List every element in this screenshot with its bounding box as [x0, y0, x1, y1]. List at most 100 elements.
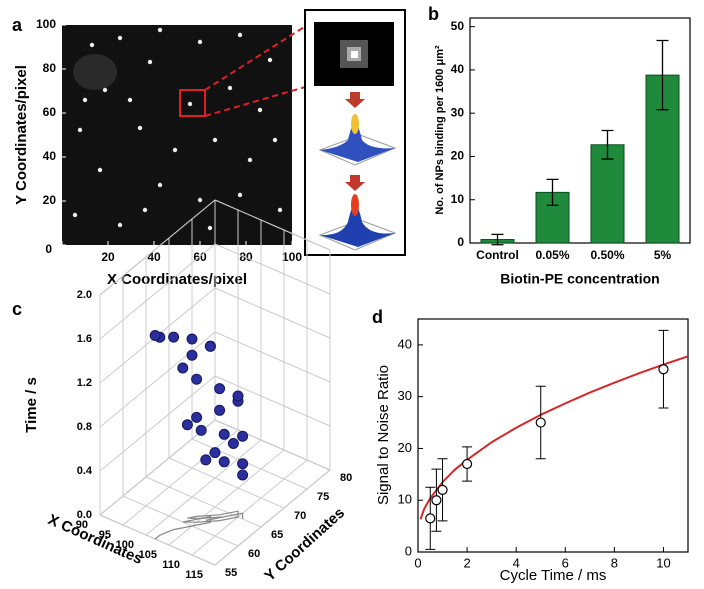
error-bar [601, 129, 614, 160]
y-tick-label: 50 [451, 19, 465, 33]
z-tick-label: 0.8 [77, 421, 92, 433]
spot [142, 207, 148, 213]
spot [247, 157, 253, 163]
y-tick-label: 0 [405, 543, 412, 558]
data-point [535, 417, 546, 428]
x-tick-label: 105 [139, 549, 157, 561]
y-tick-label: 30 [398, 388, 412, 403]
z-tick-label: 1.6 [77, 333, 92, 345]
x-tick-label: Control [476, 248, 519, 262]
spot [137, 125, 143, 131]
spot [227, 85, 233, 91]
grid-line [99, 331, 216, 428]
y-tick-label: 75 [317, 491, 329, 503]
spot [277, 207, 283, 213]
spot [207, 225, 213, 231]
spot [157, 182, 163, 188]
x-axis-label: Cycle Time / ms [500, 567, 607, 584]
y-tick-label: 80 [43, 61, 57, 75]
x-tick-label: 5% [654, 248, 672, 262]
x-axis-label: X Coordinates/pixel [107, 271, 247, 288]
spot [237, 192, 243, 198]
plot-frame [469, 17, 691, 244]
spot [77, 127, 83, 133]
grid-line [99, 514, 216, 566]
grid-line [168, 449, 285, 546]
grid-line [191, 459, 308, 556]
trajectory-point [200, 454, 212, 466]
y-axis-label: Y Coordinates/pixel [13, 65, 30, 205]
x-tick-label: 10 [656, 555, 670, 570]
error-bar [546, 178, 559, 207]
arrow [345, 175, 365, 191]
zoom-line [204, 84, 313, 117]
y-tick-label: 55 [225, 567, 237, 579]
spot [272, 137, 278, 143]
grid-line [99, 243, 216, 340]
spot [237, 32, 243, 38]
trajectory-point [214, 404, 226, 416]
x-tick-label: 20 [101, 250, 115, 264]
x-tick-label: 110 [162, 559, 180, 571]
grid-line [99, 419, 216, 516]
spot [127, 97, 133, 103]
inset-spot [351, 51, 358, 58]
y-tick-label: 70 [294, 510, 306, 522]
x-tick-label: 8 [611, 555, 618, 570]
spot [82, 97, 88, 103]
spot [257, 107, 263, 113]
panel-label: c [12, 299, 22, 319]
inset-surface [351, 194, 359, 216]
trajectory-point [232, 390, 244, 402]
spot [97, 167, 103, 173]
x-tick-label: 6 [562, 555, 569, 570]
x-tick-label: 115 [185, 569, 203, 581]
spot [197, 39, 203, 45]
trajectory-point [204, 340, 216, 352]
grid-line [214, 419, 331, 471]
zoom-line [204, 21, 313, 91]
y-axis-label: No. of NPs binding per 1600 μm² [434, 45, 446, 215]
spot [212, 137, 218, 143]
spot [267, 57, 273, 63]
trajectory-point [218, 428, 230, 440]
y-tick-label: 10 [398, 492, 412, 507]
trajectory-point [168, 331, 180, 343]
x-axis-label: Biotin-PE concentration [500, 271, 659, 287]
trajectory-point [181, 419, 193, 431]
inset-surface [351, 114, 359, 134]
y-tick-label: 60 [43, 105, 57, 119]
z-tick-label: 0.0 [77, 509, 92, 521]
x-tick-label: 100 [282, 250, 302, 264]
y-tick-label: 10 [451, 192, 465, 206]
cell-glow [73, 54, 117, 90]
grid-line [168, 457, 285, 509]
x-tick-label: 40 [147, 250, 161, 264]
data-point [431, 495, 442, 506]
z-axis-label: Time / s [23, 377, 40, 433]
trajectory-shadow [154, 510, 244, 540]
trajectory-point [237, 430, 249, 442]
y-tick-label: 65 [271, 529, 283, 541]
error-bar [656, 39, 669, 111]
trajectory-point [177, 362, 189, 374]
panel-label: a [12, 15, 23, 35]
panel-label: d [372, 307, 383, 327]
spots [72, 27, 283, 231]
trajectory-point [237, 458, 249, 470]
y-tick-label: 80 [340, 472, 352, 484]
trajectory-point [149, 330, 161, 341]
grid-line [99, 375, 216, 472]
grid-line [191, 438, 308, 490]
arrow [345, 92, 365, 108]
grid-line [214, 469, 331, 566]
y-tick-label: 0 [45, 242, 52, 256]
data-point [437, 484, 448, 495]
x-tick-label: 2 [463, 555, 470, 570]
y-tick-label: 60 [248, 548, 260, 560]
spot [117, 35, 123, 41]
x-tick-label: 95 [99, 529, 111, 541]
x-tick-label: 0.50% [590, 248, 624, 262]
grid-line [214, 331, 331, 383]
spot [89, 42, 95, 48]
